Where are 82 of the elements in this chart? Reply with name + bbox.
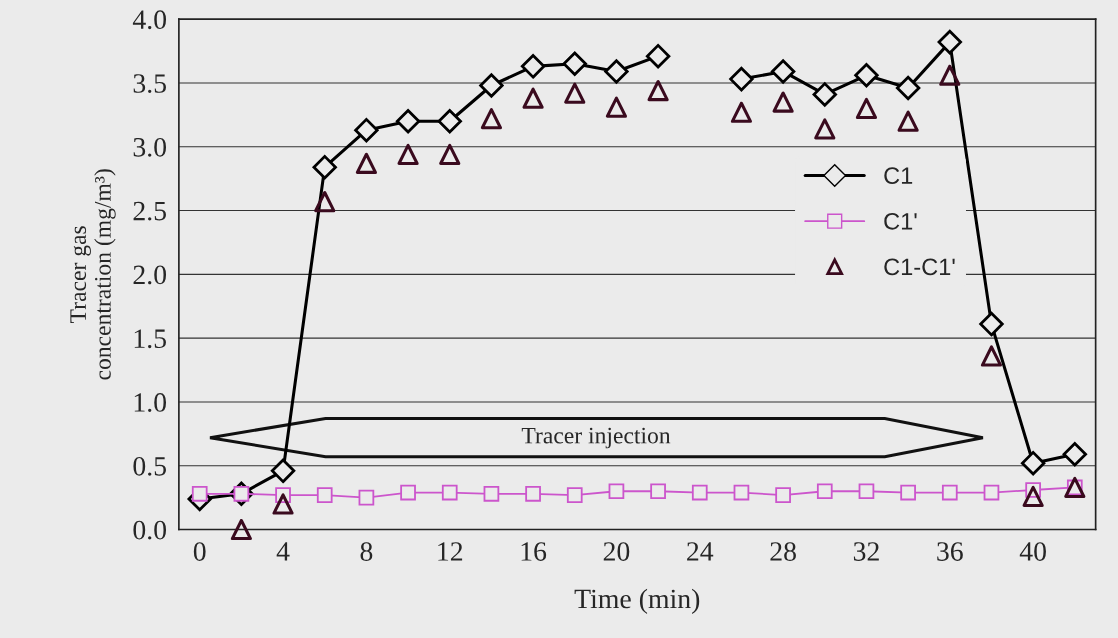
- point: [816, 483, 833, 500]
- y-tick-label: 0.5: [133, 456, 166, 476]
- point: [354, 117, 379, 143]
- point: [650, 483, 666, 500]
- point: [858, 483, 875, 500]
- x-tick-label: 40: [1019, 542, 1046, 561]
- point: [395, 109, 421, 134]
- point: [355, 152, 377, 174]
- point: [1062, 442, 1087, 467]
- annotation: Tracer injection: [521, 427, 671, 449]
- point: [605, 96, 628, 118]
- point: [439, 143, 461, 165]
- point: [316, 487, 333, 503]
- point: [437, 109, 462, 134]
- point: [441, 484, 458, 501]
- x-tick-label: 32: [853, 542, 879, 561]
- point: [314, 191, 336, 213]
- x-tick-label: 36: [937, 542, 963, 561]
- point: [775, 487, 791, 503]
- y-tick-label: 0.0: [133, 520, 167, 540]
- legend-label: C1-C1': [884, 258, 955, 276]
- x-tick-label: 28: [770, 542, 796, 561]
- point: [1020, 450, 1046, 476]
- y-axis-title: Tracer gas concentration (mg/m³): [70, 169, 116, 380]
- x-tick-label: 24: [687, 542, 714, 561]
- point: [854, 63, 879, 88]
- point: [897, 110, 919, 132]
- point: [941, 484, 958, 501]
- point: [564, 82, 586, 104]
- point: [900, 484, 916, 501]
- point: [400, 484, 416, 501]
- y-tick-label: 3.5: [133, 74, 166, 93]
- point: [525, 485, 541, 502]
- point: [939, 64, 961, 86]
- point: [895, 75, 921, 101]
- point: [604, 59, 629, 84]
- point: [312, 154, 337, 180]
- x-tick-label: 16: [521, 542, 547, 561]
- point: [814, 118, 836, 140]
- point: [729, 66, 754, 92]
- point: [812, 82, 837, 107]
- x-axis-title: Time (min): [574, 588, 700, 614]
- point: [272, 493, 294, 515]
- point: [647, 80, 669, 102]
- point: [608, 483, 625, 500]
- y-tick-label: 2.0: [133, 265, 167, 285]
- point: [1022, 485, 1044, 507]
- y-tick-label: 1.0: [134, 393, 167, 412]
- point: [230, 518, 252, 541]
- x-tick-label: 12: [438, 542, 463, 561]
- point: [566, 487, 583, 503]
- point: [772, 91, 794, 113]
- point: [983, 484, 1000, 501]
- y-tick-label: 3.0: [133, 137, 167, 157]
- point: [358, 489, 375, 506]
- point: [480, 108, 502, 130]
- point: [645, 43, 671, 69]
- legend-label: C1': [884, 212, 917, 230]
- x-tick-label: 20: [603, 542, 630, 561]
- point: [522, 87, 544, 109]
- point: [691, 484, 708, 501]
- point: [520, 54, 546, 79]
- point: [270, 458, 296, 484]
- point: [730, 101, 753, 123]
- legend-label: C1: [884, 167, 913, 185]
- point: [191, 485, 208, 502]
- point: [855, 97, 878, 120]
- y-tick-label: 2.5: [133, 201, 166, 221]
- point: [937, 29, 962, 55]
- x-tick-label: 8: [360, 542, 373, 561]
- point: [733, 484, 750, 501]
- y-tick-label: 1.5: [134, 329, 166, 349]
- point: [979, 311, 1004, 337]
- x-tick-label: 0: [193, 542, 206, 561]
- point: [479, 73, 504, 98]
- point: [483, 485, 500, 502]
- y-tick-label: 4.0: [132, 10, 167, 30]
- point: [980, 345, 1003, 367]
- point: [770, 59, 796, 84]
- point: [562, 51, 587, 76]
- x-tick-label: 4: [276, 542, 290, 561]
- point: [397, 143, 419, 165]
